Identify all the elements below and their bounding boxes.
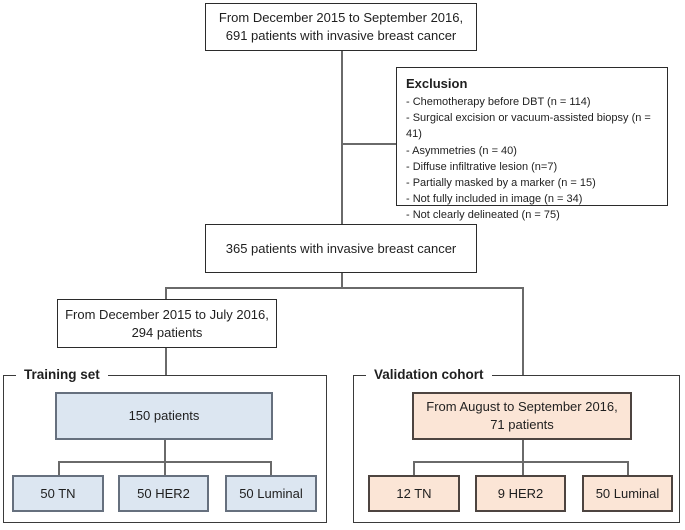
- training-patients-box: 150 patients: [55, 392, 273, 440]
- connector-period-to-training: [165, 347, 167, 376]
- exclusion-box: Exclusion - Chemotherapy before DBT (n =…: [396, 67, 668, 221]
- training-set-container: Training set: [3, 366, 327, 523]
- connector-branch-horizontal: [165, 287, 523, 289]
- training-sub-box-luminal-label: 50 Luminal: [239, 485, 303, 501]
- training-sub-box-her2: 50 HER2: [118, 475, 209, 512]
- connector-training-branch: [58, 461, 271, 463]
- validation-patients-line2: 71 patients: [490, 417, 554, 432]
- exclusion-item: - Partially masked by a marker (n = 15): [406, 177, 596, 190]
- training-period-line2: 294 patients: [131, 324, 203, 340]
- training-period-box: From December 2015 to July 2016, 294 pat…: [57, 299, 277, 348]
- connector-71-down: [522, 439, 524, 476]
- connector-branch-right: [522, 287, 524, 376]
- connector-top-to-eligible: [341, 51, 343, 224]
- exclusion-item: - Diffuse infiltrative lesion (n=7): [406, 160, 558, 173]
- initial-cohort-line1: From December 2015 to September 2016,: [218, 10, 464, 25]
- initial-cohort-line2: 691 patients with invasive breast cancer: [225, 28, 457, 43]
- training-sub-box-tn: 50 TN: [12, 475, 104, 512]
- connector-validation-left: [413, 461, 415, 476]
- validation-sub-box-luminal: 50 Luminal: [582, 475, 673, 512]
- validation-cohort-container: Validation cohort: [353, 366, 680, 523]
- training-set-label: Training set: [16, 366, 108, 384]
- exclusion-item: - Surgical excision or vacuum-assisted b…: [406, 112, 651, 141]
- eligible-cohort-box: 365 patients with invasive breast cancer: [205, 224, 477, 273]
- training-patients-text: 150 patients: [128, 408, 200, 423]
- connector-to-exclusion: [341, 143, 396, 145]
- validation-patients-line1: From August to September 2016,: [426, 399, 618, 414]
- validation-sub-box-tn: 12 TN: [368, 475, 460, 512]
- connector-validation-branch: [413, 461, 628, 463]
- connector-training-left: [58, 461, 60, 476]
- connector-branch-left: [165, 287, 167, 300]
- exclusion-item: - Asymmetries (n = 40): [406, 144, 517, 157]
- validation-sub-box-luminal-label: 50 Luminal: [595, 485, 660, 501]
- training-sub-box-tn-label: 50 TN: [40, 485, 76, 501]
- validation-sub-box-tn-label: 12 TN: [396, 485, 432, 501]
- training-period-line1: From December 2015 to July 2016,: [65, 306, 269, 322]
- initial-cohort-box: From December 2015 to September 2016, 69…: [205, 3, 477, 51]
- training-sub-box-her2-label: 50 HER2: [137, 485, 190, 501]
- connector-validation-right: [627, 461, 629, 476]
- connector-eligible-down: [341, 272, 343, 288]
- connector-150-down: [164, 439, 166, 476]
- validation-sub-box-her2-label: 9 HER2: [497, 485, 544, 501]
- exclusion-title: Exclusion: [406, 76, 468, 91]
- training-sub-box-luminal: 50 Luminal: [225, 475, 317, 512]
- exclusion-item: - Chemotherapy before DBT (n = 114): [406, 96, 591, 108]
- validation-sub-box-her2: 9 HER2: [475, 475, 566, 512]
- connector-training-right: [270, 461, 272, 476]
- exclusion-item: - Not clearly delineated (n = 75): [406, 209, 560, 222]
- exclusion-item: - Not fully included in image (n = 34): [406, 193, 583, 206]
- validation-cohort-label: Validation cohort: [366, 366, 492, 384]
- eligible-cohort-text: 365 patients with invasive breast cancer: [225, 240, 457, 256]
- validation-patients-box: From August to September 2016, 71 patien…: [412, 392, 632, 440]
